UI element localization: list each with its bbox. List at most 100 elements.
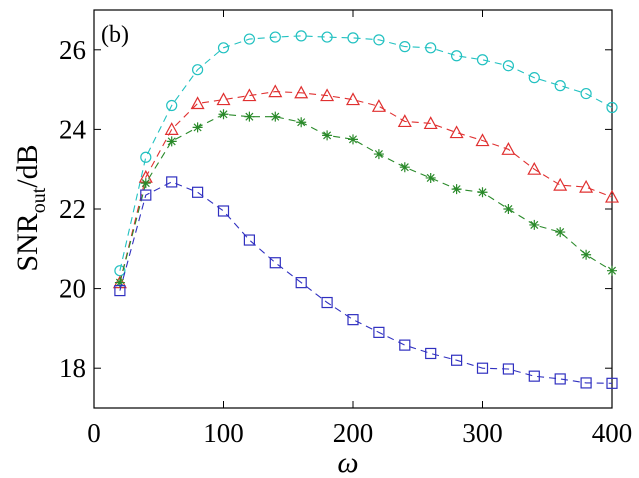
data-point-circle [425,42,437,54]
data-point-square [606,377,618,389]
data-point-star [399,162,410,173]
x-tick-label: 100 [203,418,244,448]
series-square [114,176,618,389]
data-point-star [373,149,384,160]
data-point-circle [399,41,411,53]
data-point-star [503,204,514,214]
data-point-circle [217,42,230,54]
axis-ticks: 0 100 200 300 400 18 20 22 24 26 [59,10,632,448]
plot-area [93,9,613,409]
data-point-circle [295,30,307,42]
data-point-star [296,117,307,128]
data-point-triangle [294,85,309,99]
data-point-triangle [423,116,438,130]
y-axis-label-subscript: out [28,187,50,213]
data-point-square [554,373,566,385]
data-point-circle [476,54,489,66]
data-point-star [477,187,488,198]
y-tick-label: 24 [59,114,87,144]
data-point-triangle [579,179,594,193]
data-point-star [192,122,203,133]
data-point-circle [373,34,385,46]
x-axis-label: ω [337,446,358,478]
series-line-star [119,113,613,283]
data-point-triangle [527,161,542,175]
data-point-square [373,326,385,338]
data-point-triangle [216,92,231,106]
data-point-triangle [242,88,257,102]
data-point-circle [451,50,463,62]
data-point-square [476,362,489,374]
data-point-square [399,339,411,351]
x-tick-label: 300 [462,418,503,448]
data-point-circle [528,72,540,84]
data-point-square [451,354,463,366]
panel-label: (b) [101,22,129,48]
data-point-square [243,234,255,246]
data-point-circle [269,31,281,43]
series-star [114,109,617,288]
y-tick-label: 18 [59,353,86,383]
data-point-star [140,178,151,189]
data-point-square [580,377,592,389]
data-point-star [555,227,566,238]
data-point-square [347,314,359,326]
data-series [112,30,620,389]
data-point-star [270,111,281,122]
data-point-square [528,370,540,382]
data-point-square [502,363,514,375]
data-point-circle [192,64,204,76]
y-axis-label-suffix: /dB [11,144,44,187]
data-point-circle [606,101,618,114]
data-point-star [166,136,177,147]
data-point-triangle [164,122,179,135]
data-point-square [192,186,204,198]
data-point-square [140,189,152,201]
data-point-circle [321,31,333,43]
data-point-triangle [475,133,490,147]
y-axis-label-main: SNR [11,213,44,271]
x-tick-label: 400 [592,418,633,448]
data-point-triangle [397,114,412,128]
data-point-square [114,284,126,297]
data-point-circle [243,33,255,45]
data-point-square [321,296,333,309]
data-point-triangle [371,99,386,112]
y-tick-label: 20 [59,274,86,304]
data-point-square [295,277,307,289]
data-point-star [529,219,540,230]
y-axis-label: SNRout/dB [11,144,50,271]
data-point-triangle [268,84,283,98]
data-point-star [607,265,617,276]
data-point-triangle [449,125,464,139]
data-point-star [244,111,255,122]
y-tick-label: 26 [59,35,86,65]
data-point-circle [140,151,152,163]
data-point-star [322,130,333,141]
data-point-star [425,172,436,183]
x-tick-label: 0 [87,418,101,448]
data-point-triangle [190,96,205,110]
series-line-square [119,181,613,384]
data-point-circle [502,60,514,72]
data-point-triangle [345,92,361,106]
data-point-triangle [604,189,620,203]
y-tick-label: 22 [59,194,86,224]
data-point-star [348,134,358,145]
x-tick-label: 200 [333,418,374,448]
data-point-star [218,109,229,120]
data-point-star [114,277,125,288]
data-point-circle [347,32,359,44]
data-point-circle [580,87,592,100]
data-point-circle [554,80,566,92]
data-point-circle [166,99,178,112]
data-point-triangle [320,88,335,102]
data-point-star [581,249,592,260]
data-point-square [425,347,437,360]
data-point-triangle [553,177,568,191]
data-point-square [217,205,230,217]
data-point-square [166,176,178,188]
data-point-star [451,184,462,195]
data-point-triangle [501,142,516,155]
